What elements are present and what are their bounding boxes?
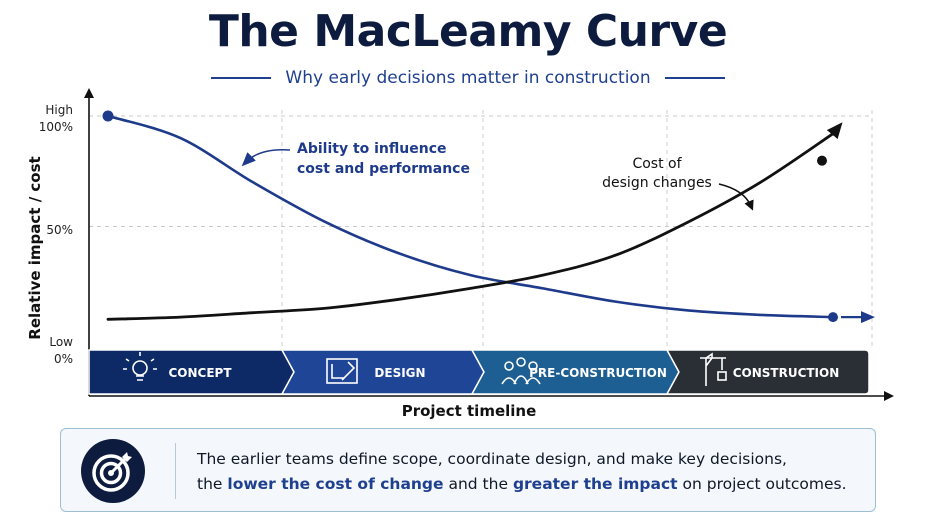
cost-annotation-line: Cost of: [632, 156, 682, 172]
phase-label: CONCEPT: [168, 366, 232, 380]
influence-annotation-line: Ability to influence: [297, 141, 447, 157]
callout-divider: [175, 443, 176, 499]
crane-load-icon: [717, 371, 727, 381]
phase-label: PRE-CONSTRUCTION: [529, 366, 667, 380]
phase-label: CONSTRUCTION: [733, 366, 840, 380]
y-tick-sublabel: 0%: [54, 352, 73, 366]
influence-annotation: Ability to influence cost and performance: [297, 141, 470, 177]
phase-construction: [665, 349, 870, 395]
cost-annotation-line: design changes: [602, 175, 712, 191]
lightbulb-icon: [132, 360, 148, 376]
blueprint-icon: [326, 358, 358, 384]
team-icon: [501, 375, 541, 385]
callout-line-2-a: the: [197, 475, 228, 493]
target-icon: [92, 452, 132, 492]
crane-icon: [700, 352, 726, 386]
lightbulb-rays-icon: [123, 352, 157, 381]
cost-marker-point: [817, 155, 827, 166]
influence-end-point: [828, 312, 838, 323]
influence-start-point: [102, 110, 114, 122]
subtitle-row: Why early decisions matter in constructi…: [0, 66, 936, 90]
worker-head-icon: [516, 357, 526, 367]
page-title: The MacLeamy Curve: [208, 6, 728, 57]
y-axis-label: Relative impact / cost: [26, 156, 44, 339]
cost-curve: [106, 132, 835, 321]
macleamy-chart: High 100% 50% Low 0% Relative impact / cost Pr…: [26, 88, 894, 420]
subtitle-rule-right: [664, 77, 725, 79]
callout-line-2-c: on project outcomes.: [677, 475, 847, 493]
x-axis-label: Project timeline: [402, 402, 537, 420]
callout-line-2: the lower the cost of change and the gre…: [197, 472, 867, 497]
callout-text: The earlier teams define scope, coordina…: [197, 447, 867, 497]
callout-line-2-b: and the: [443, 475, 513, 493]
cost-continuation-arrow: [826, 122, 843, 140]
y-tick-label: High: [45, 103, 73, 117]
cost-annotation: Cost of design changes: [602, 156, 712, 191]
phase-label: DESIGN: [374, 366, 425, 380]
callout-line-1: The earlier teams define scope, coordina…: [197, 450, 787, 468]
influence-annotation-arrow: [241, 148, 291, 167]
worker-head-icon: [504, 361, 514, 371]
y-tick-sublabel: 100%: [39, 120, 73, 134]
cost-annotation-arrow: [718, 183, 754, 211]
influence-curve: [106, 114, 835, 319]
highlight-greater-impact: greater the impact: [512, 475, 678, 493]
worker-head-icon: [528, 361, 538, 371]
page-subtitle: Why early decisions matter in constructi…: [285, 68, 651, 88]
pencil-icon: [331, 361, 356, 381]
y-tick-label: Low: [49, 335, 73, 349]
y-tick-label: 50%: [46, 223, 73, 237]
subtitle-rule-left: [211, 77, 272, 79]
highlight-lower-cost: lower the cost of change: [227, 475, 444, 493]
influence-annotation-line: cost and performance: [297, 161, 470, 177]
target-badge: [81, 439, 145, 503]
takeaway-callout: The earlier teams define scope, coordina…: [60, 428, 876, 512]
